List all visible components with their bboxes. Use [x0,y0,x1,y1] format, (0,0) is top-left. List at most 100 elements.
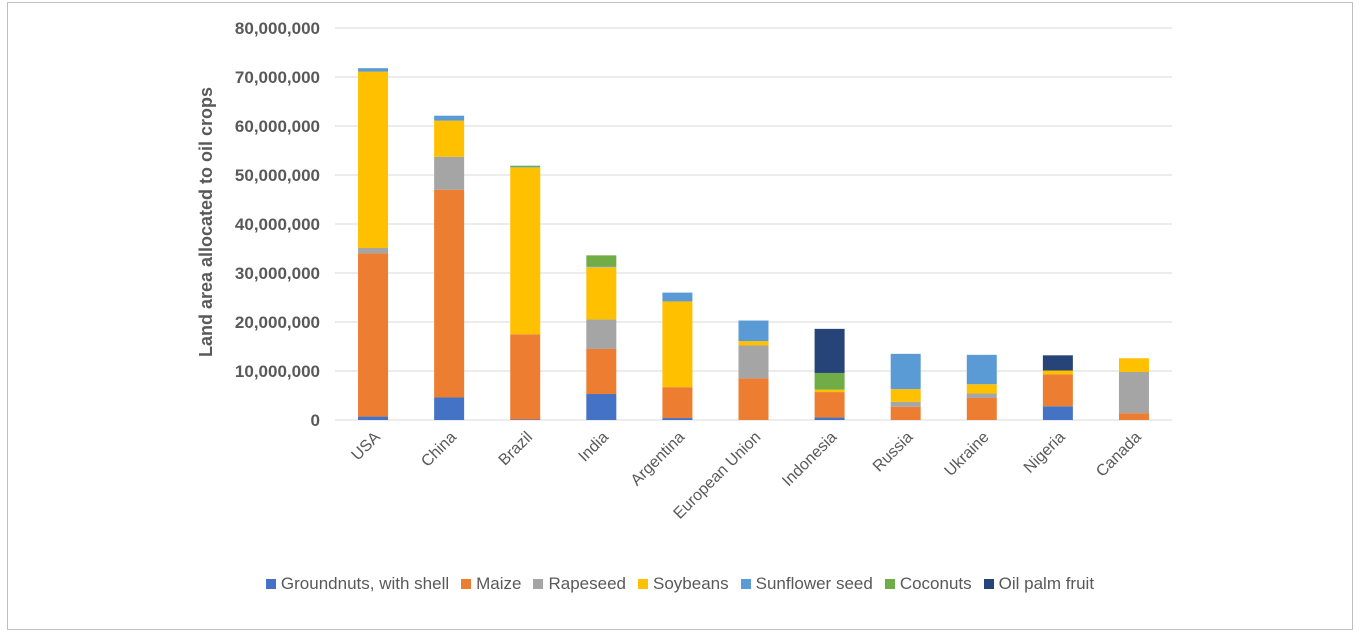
x-tick-label: China [418,429,460,471]
bar-segment [510,165,541,168]
legend-swatch [533,579,544,589]
bar-segment [358,416,389,420]
legend-swatch [461,579,472,589]
bar-stack [738,320,769,420]
bar-segment [586,266,617,268]
y-tick-label: 60,000,000 [235,117,320,136]
y-axis-ticks: 0 10,000,000 20,000,000 30,000,000 40,000,00… [235,19,320,430]
bar-segment [358,68,389,72]
y-tick-label: 70,000,000 [235,68,320,87]
bar-segment [738,341,769,346]
bar-stack [510,165,541,420]
bar-segment [434,189,465,398]
bar-segment [890,406,921,420]
x-tick-label: Brazil [496,429,536,469]
bar-stack [814,328,845,420]
bar-segment [814,328,845,373]
legend-label: Oil palm fruit [998,574,1095,593]
legend-item: Coconuts [884,574,972,594]
legend-swatch [884,579,895,589]
bar-segment [966,397,997,420]
bar-segment [1042,374,1073,407]
bar-stack [662,292,693,420]
bar-segment [434,120,465,157]
bar-stack [890,353,921,420]
bar-stack [1042,355,1073,420]
bar-segment [814,389,845,393]
bar-segment [662,292,693,302]
legend-label: Coconuts [899,574,972,593]
legend-swatch [638,579,648,589]
bar-segment [966,393,997,398]
bar-segment [586,394,617,420]
y-axis-label: Land area allocated to oil crops [196,87,216,357]
x-tick-label: Canada [1093,429,1145,481]
bar-segment [738,345,769,379]
bar-segment [662,301,693,388]
y-tick-label: 0 [311,411,320,430]
bar-segment [966,384,997,394]
bar-segment [358,71,389,249]
bar-segment [1042,406,1073,420]
legend-label: Sunflower seed [755,574,873,593]
bar-segment [434,156,465,190]
legend: Groundnuts, with shell Maize Rapeseed Soybe… [0,573,1360,595]
bar-segment [814,392,845,418]
legend-label: Groundnuts, with shell [280,574,450,593]
legend-swatch [983,579,994,589]
bars [358,68,1149,420]
bar-stack [1118,358,1149,420]
legend-swatch [740,579,751,589]
bar-segment [966,354,997,385]
x-tick-label: Argentina [628,429,689,490]
x-tick-label: Indonesia [779,429,840,490]
bar-segment [1118,413,1149,420]
bar-segment [586,267,617,320]
x-tick-label: Nigeria [1021,429,1069,477]
bar-segment [738,378,769,420]
bar-segment [814,417,845,420]
bar-stack [358,68,389,420]
y-tick-label: 80,000,000 [235,19,320,38]
bar-segment [358,248,389,254]
legend-item: Soybeans [638,574,729,594]
legend-item: Oil palm fruit [983,574,1095,594]
bar-segment [890,401,921,407]
bar-segment [1042,370,1073,375]
bar-segment [586,319,617,349]
legend-swatch [265,579,276,589]
bar-segment [434,115,465,121]
bar-stack [966,354,997,420]
bar-segment [662,418,693,420]
x-tick-label: USA [349,429,385,465]
bar-segment [510,167,541,335]
y-tick-label: 20,000,000 [235,313,320,332]
bar-segment [890,389,921,402]
bar-segment [814,372,845,390]
bar-segment [510,334,541,420]
legend-label: Maize [476,574,522,593]
bar-segment [358,253,389,417]
y-tick-label: 50,000,000 [235,166,320,185]
y-tick-label: 10,000,000 [235,362,320,381]
legend-item: Groundnuts, with shell [265,574,450,594]
bar-segment [1042,355,1073,371]
bar-segment [738,320,769,342]
legend-item: Sunflower seed [740,574,873,594]
x-tick-label: Ukraine [942,429,993,480]
bar-segment [662,387,693,419]
x-tick-label: Russia [870,429,917,476]
bar-segment [586,255,617,267]
legend-label: Rapeseed [548,574,626,593]
bar-segment [434,397,465,420]
gridlines [335,27,1172,421]
bar-segment [1118,371,1149,414]
bar-segment [586,348,617,395]
bar-segment [1118,358,1149,372]
bar-stack [434,115,465,420]
bar-stack [586,255,617,420]
legend-item: Maize [461,574,521,594]
legend-label: Soybeans [653,574,729,593]
